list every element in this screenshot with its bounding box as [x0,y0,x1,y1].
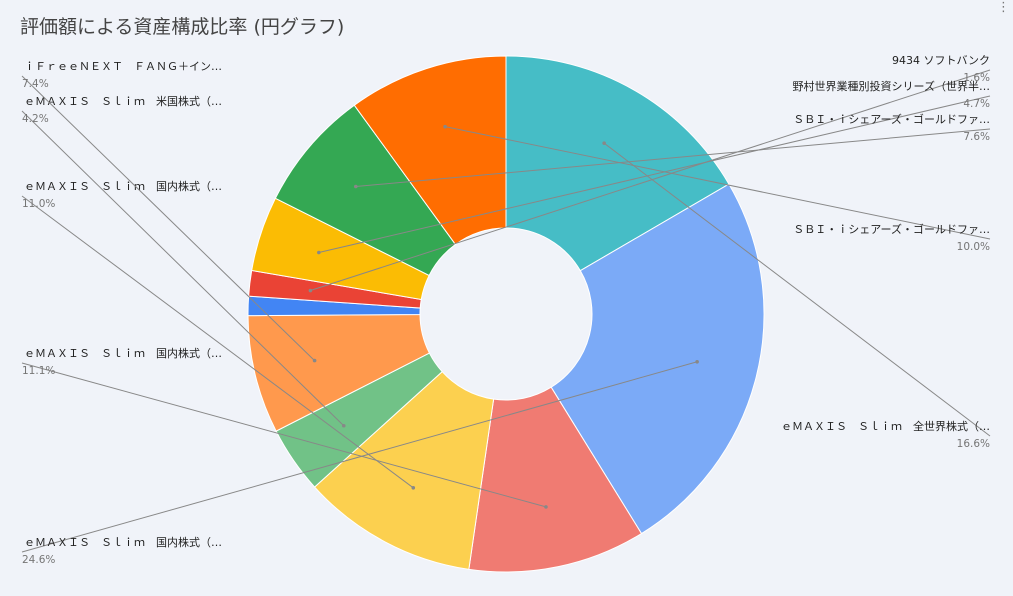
slice-label: ｉＦｒｅｅＮＥＸＴ ＦＡＮＧ＋イン… 7.4% [21,60,317,363]
pie-slice[interactable] [468,386,643,573]
slice-percent-label: 24.6% [22,554,55,566]
leader-dot [353,184,358,189]
slice-label: 9434 ソフトバンク 1.6% [308,54,991,293]
leader-dot [341,423,346,428]
slice-percent-label: 10.0% [957,241,990,253]
slice-percent-label: 11.0% [22,198,55,210]
slice-name-label: ｅＭＡＸＩＳ Ｓｌｉｍ 国内株式（… [24,346,222,360]
leader-line [318,95,991,254]
leader-dot [544,505,548,509]
slice-name-label: 9434 ソフトバンク [892,54,990,67]
slice-name-label: ｅＭＡＸＩＳ Ｓｌｉｍ 国内株式（… [24,179,222,193]
slice-label: ｅＭＡＸＩＳ Ｓｌｉｍ 米国株式（… 4.2% [21,94,346,428]
slice-name-label: ＳＢＩ・ｉシェアーズ・ゴールドファ… [793,222,990,236]
leader-dot [411,486,416,490]
leader-dot [602,141,606,145]
leader-dot [443,124,447,129]
chart-title: 評価額による資産構成比率 (円グラフ) [20,16,345,38]
slice-percent-label: 11.1% [22,365,55,377]
slice-percent-label: 4.7% [963,98,990,110]
leader-line [21,361,698,553]
leader-line [21,362,547,508]
slice-label: ｅＭＡＸＩＳ Ｓｌｉｍ 国内株式（… 11.1% [21,346,548,509]
pie-slice[interactable] [505,55,730,272]
slice-label: ＳＢＩ・ｉシェアーズ・ゴールドファ… 7.6% [353,112,991,189]
pie-slice[interactable] [353,55,507,246]
slice-percent-label: 7.4% [22,78,49,90]
slice-label: ＳＢＩ・ｉシェアーズ・ゴールドファ… 10.0% [443,124,991,253]
slice-label: ｅＭＡＸＩＳ Ｓｌｉｍ 国内株式（… 24.6% [21,359,699,566]
slice-percent-label: 4.2% [22,113,49,125]
leader-line [355,128,991,188]
leader-line [310,69,991,292]
slice-label: ｅＭＡＸＩＳ Ｓｌｉｍ 国内株式（… 11.0% [21,179,416,490]
slice-label: 野村世界業種別投資シリーズ（世界半… 4.7% [317,79,991,255]
slice-percent-label: 7.6% [963,131,990,143]
slice-name-label: ｅＭＡＸＩＳ Ｓｌｉｍ 国内株式（… [24,535,222,549]
leader-line [445,126,991,240]
slice-name-label: ｅＭＡＸＩＳ Ｓｌｉｍ 米国株式（… [24,94,222,108]
slice-name-label: 野村世界業種別投資シリーズ（世界半… [793,79,990,93]
pie-slice[interactable] [550,183,765,535]
slice-name-label: ＳＢＩ・ｉシェアーズ・ゴールドファ… [793,112,990,126]
leader-dot [317,250,321,255]
slice-name-label: ｅＭＡＸＩＳ Ｓｌｉｍ 全世界株式（… [781,419,990,433]
leader-dot [695,359,699,364]
slice-percent-label: 1.6% [963,72,990,84]
leader-dot [308,288,313,293]
leader-line [21,110,345,427]
leader-dot [312,358,317,363]
leader-line [21,75,315,361]
leader-line [21,195,414,489]
slice-label: ｅＭＡＸＩＳ Ｓｌｉｍ 全世界株式（… 16.6% [602,141,991,450]
slice-percent-label: 16.6% [957,438,990,450]
more-options-icon[interactable]: ⋮ [997,0,1010,15]
pie-slice[interactable] [313,370,495,570]
slice-name-label: ｉＦｒｅｅＮＥＸＴ ＦＡＮＧ＋イン… [24,60,222,73]
leader-line [603,142,991,437]
